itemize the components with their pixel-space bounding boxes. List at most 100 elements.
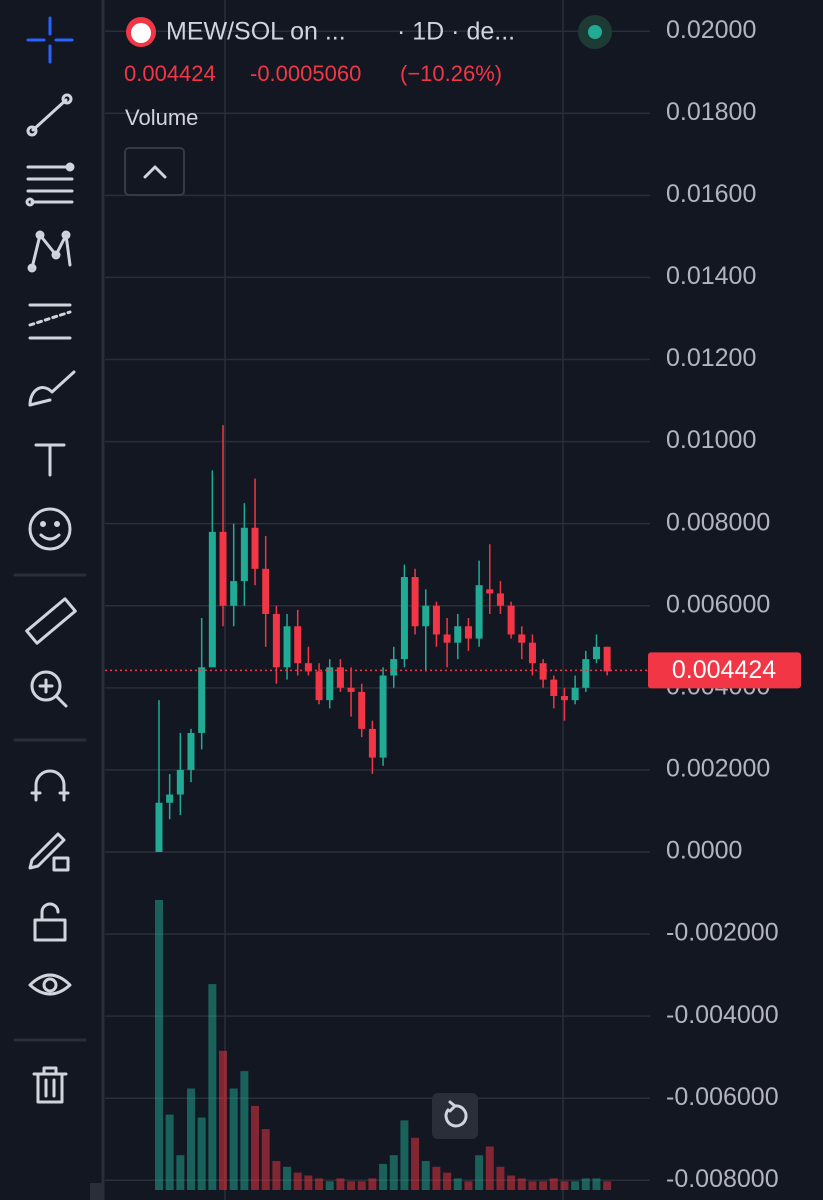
y-tick-label: 0.006000	[666, 590, 770, 618]
volume-bar	[197, 1117, 206, 1190]
candle-body	[379, 675, 387, 758]
text-tool[interactable]	[34, 443, 66, 477]
volume-bar	[507, 1175, 516, 1190]
y-tick-label: 0.02000	[666, 16, 756, 44]
candle-body	[528, 642, 536, 664]
collapse-icon	[143, 165, 167, 179]
candle-body	[240, 527, 248, 582]
grid	[105, 30, 650, 1182]
volume-bar	[464, 1181, 473, 1190]
candle-body	[166, 794, 174, 803]
ruler-tool[interactable]	[25, 597, 77, 645]
scroll-handle	[90, 1183, 104, 1200]
candle-body	[592, 646, 600, 660]
zoom-tool[interactable]	[30, 670, 68, 708]
volume-bar	[368, 1178, 377, 1190]
volume-bars	[155, 900, 612, 1190]
symbol-name[interactable]: MEW/SOL on ...	[166, 18, 346, 46]
y-tick-label: 0.01200	[666, 344, 756, 372]
delete-tool[interactable]	[32, 1066, 68, 1104]
candle-body	[230, 581, 238, 606]
volume-bar	[357, 1181, 366, 1190]
candle-body	[155, 802, 163, 852]
candle-body	[251, 527, 259, 569]
candle-body	[358, 691, 366, 729]
visibility-tool[interactable]	[28, 973, 72, 996]
replay-icon	[444, 1104, 468, 1128]
volume-bar	[229, 1088, 238, 1190]
volume-bar	[272, 1161, 281, 1190]
volume-bar	[251, 1105, 260, 1190]
legend: MEW/SOL on ... · 1D · de... 0.004424 -0.…	[124, 15, 612, 196]
replay-button[interactable]	[432, 1093, 478, 1139]
y-tick-label: 0.01400	[666, 262, 756, 290]
candle-body	[272, 613, 280, 668]
y-tick-label: -0.002000	[666, 919, 779, 947]
trendline-tool[interactable]	[26, 93, 73, 137]
candle-body	[304, 663, 312, 672]
y-tick-label: -0.006000	[666, 1083, 779, 1111]
last-price-tag-label: 0.004424	[672, 656, 776, 684]
crosshair-tool[interactable]	[26, 16, 74, 64]
volume-bar	[539, 1181, 548, 1190]
y-tick-label: 0.01800	[666, 98, 756, 126]
volume-bar	[453, 1178, 462, 1190]
candle-body	[315, 671, 323, 701]
volume-bar	[240, 1071, 249, 1190]
y-tick-label: 0.01000	[666, 426, 756, 454]
volume-bar	[475, 1155, 484, 1190]
candle-body	[347, 687, 355, 692]
volume-label: Volume	[125, 105, 198, 130]
volume-bar	[347, 1181, 356, 1190]
volume-bar	[549, 1178, 558, 1190]
volume-bar	[411, 1137, 420, 1190]
replay-button-bg[interactable]	[432, 1093, 478, 1139]
collapse-button[interactable]	[124, 147, 185, 196]
candle-body	[539, 663, 547, 680]
volume-bar	[261, 1129, 270, 1190]
candles	[105, 425, 648, 852]
candle-body	[464, 626, 472, 639]
replay-icon-arrow	[448, 1100, 457, 1113]
candle-body	[518, 634, 526, 643]
volume-bar	[592, 1178, 601, 1190]
volume-bar	[219, 1050, 228, 1190]
volume-bar	[421, 1161, 430, 1190]
candle-body	[400, 577, 408, 660]
volume-bar	[581, 1178, 590, 1190]
volume-bar	[443, 1172, 452, 1190]
candle-body	[582, 659, 590, 688]
lock-drawings-tool[interactable]	[28, 832, 70, 872]
y-tick-label: -0.008000	[666, 1165, 779, 1193]
volume-bar	[560, 1181, 569, 1190]
candle-body	[507, 605, 515, 635]
volume-bar	[496, 1166, 505, 1190]
last-price-tag	[648, 652, 801, 689]
brush-tool[interactable]	[28, 370, 76, 407]
volume-bar	[325, 1181, 334, 1190]
volume-bar	[208, 984, 217, 1190]
lock-tool[interactable]	[33, 902, 67, 942]
candle-body	[550, 679, 558, 697]
volume-bar	[432, 1166, 441, 1190]
pattern-tool[interactable]	[27, 230, 72, 273]
fib-tool[interactable]	[25, 162, 75, 207]
y-tick-label: 0.008000	[666, 508, 770, 536]
interval[interactable]: · 1D · de...	[397, 18, 515, 46]
volume-bar	[517, 1178, 526, 1190]
last-price: 0.004424	[124, 61, 216, 86]
candle-body	[443, 634, 451, 643]
emoji-tool[interactable]	[28, 507, 72, 551]
volume-bar	[400, 1120, 409, 1190]
candle-body	[432, 605, 440, 635]
price-axis: 0.02000 0.01800 0.01600 0.01400 0.01200 0.010…	[648, 16, 801, 1193]
magnet-tool[interactable]	[30, 769, 70, 802]
candle-body	[336, 667, 344, 688]
candle-body	[603, 646, 611, 672]
toolbar	[0, 0, 103, 1200]
prediction-tool[interactable]	[28, 303, 72, 340]
volume-bar	[176, 1155, 185, 1190]
candle-body	[454, 626, 462, 643]
price-change-percent: (−10.26%)	[400, 61, 502, 86]
